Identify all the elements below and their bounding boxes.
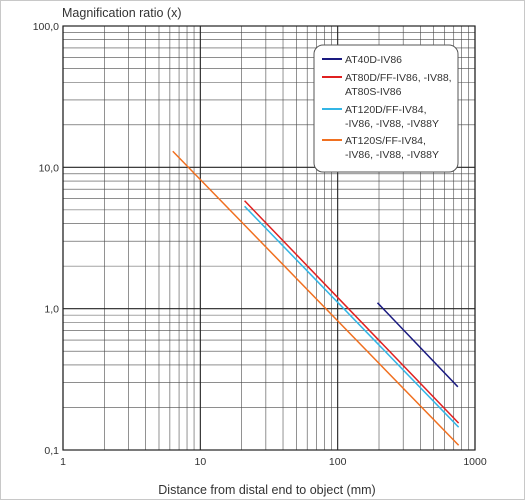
legend: AT40D-IV86 AT80D/FF-IV86, -IV88, AT80S-IV8…: [313, 44, 459, 173]
x-tick-label: 10: [194, 456, 206, 468]
x-tick-label: 1: [60, 456, 66, 468]
axes: 1 10 100 1000 0,1 1,0 10,0 100,0: [33, 21, 487, 468]
legend-entry-label: AT80S-IV86: [345, 86, 402, 98]
y-tick-label: 1,0: [44, 304, 59, 316]
series-line-3: [244, 205, 460, 428]
legend-entry-label: -IV86, -IV88, -IV88Y: [345, 149, 439, 161]
series-line-1: [376, 302, 459, 388]
y-tick-label: 0,1: [44, 445, 59, 457]
series-lines: [172, 150, 460, 446]
y-tick-label: 10,0: [39, 162, 60, 174]
x-tick-label: 1000: [463, 456, 487, 468]
y-tick-label: 100,0: [33, 21, 59, 33]
legend-entry-label: AT40D-IV86: [345, 54, 402, 66]
series-line-4: [172, 150, 460, 446]
y-axis-label: Magnification ratio (x): [62, 6, 182, 20]
legend-entry-label: -IV86, -IV88, -IV88Y: [345, 118, 439, 130]
legend-entry-label: AT80D/FF-IV86, -IV88,: [345, 72, 452, 84]
x-tick-label: 100: [329, 456, 347, 468]
grid: [62, 25, 476, 451]
x-axis-label: Distance from distal end to object (mm): [158, 483, 375, 497]
plot-border: [62, 25, 476, 451]
legend-box: [313, 44, 459, 173]
series-line-2: [244, 200, 460, 424]
legend-entry-label: AT120S/FF-IV84,: [345, 135, 426, 147]
legend-entry-label: AT120D/FF-IV84,: [345, 104, 427, 116]
